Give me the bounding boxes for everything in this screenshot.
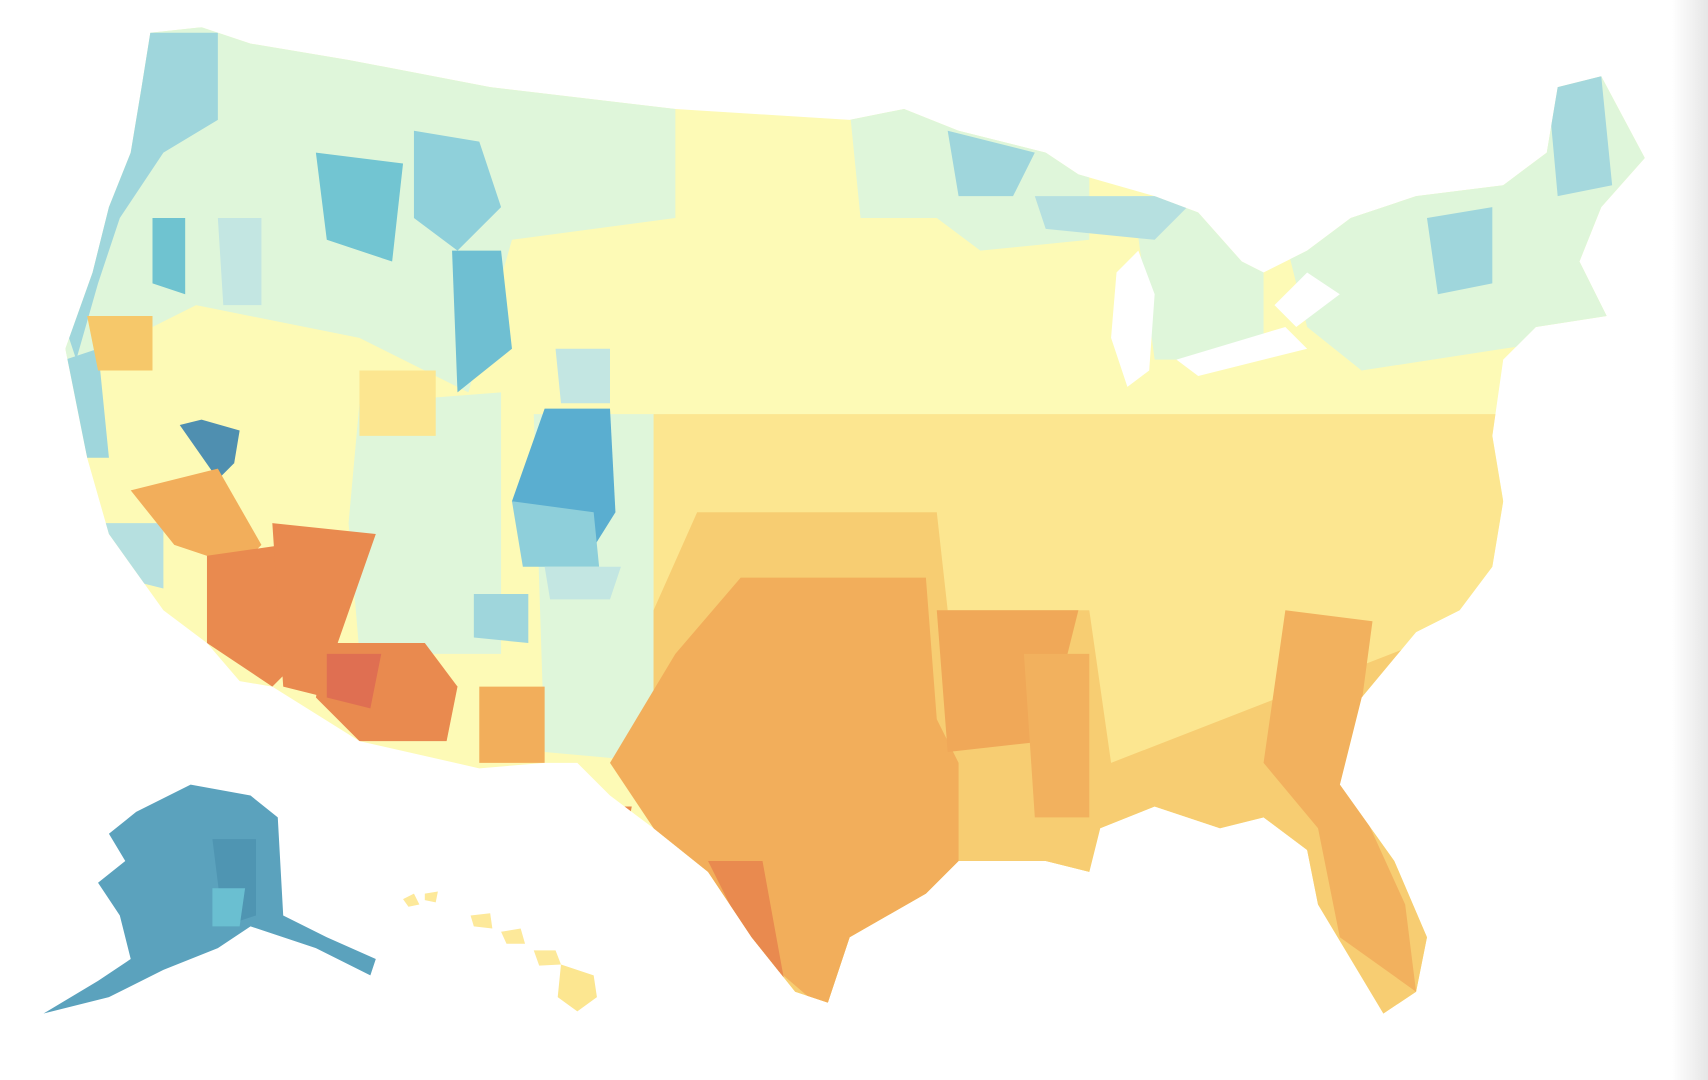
scroll-edge xyxy=(1672,0,1708,1080)
hawaii xyxy=(470,913,493,929)
alaska xyxy=(43,784,376,1014)
region xyxy=(544,566,621,600)
hawaii xyxy=(403,893,420,907)
region xyxy=(1426,207,1493,295)
lake xyxy=(1111,250,1155,387)
region xyxy=(152,217,186,295)
hawaii xyxy=(533,950,561,966)
region xyxy=(1263,610,1417,992)
region xyxy=(452,250,512,393)
region xyxy=(65,348,109,458)
region xyxy=(272,523,376,698)
region xyxy=(511,501,600,567)
lake xyxy=(1176,326,1308,376)
region xyxy=(212,888,246,927)
hawaii xyxy=(424,891,438,903)
region xyxy=(473,593,529,643)
region xyxy=(326,653,382,709)
region xyxy=(479,686,545,763)
region xyxy=(413,130,502,251)
region xyxy=(348,392,502,654)
hawaii xyxy=(501,928,526,944)
region xyxy=(359,370,436,436)
region xyxy=(555,348,610,404)
region xyxy=(217,217,262,306)
region xyxy=(708,860,785,981)
region xyxy=(610,577,959,1014)
region xyxy=(1034,196,1199,240)
region xyxy=(315,152,404,262)
region xyxy=(947,130,1035,197)
region xyxy=(130,468,262,567)
hawaii xyxy=(557,964,597,1012)
lake xyxy=(1274,272,1340,327)
region xyxy=(1023,653,1090,818)
region xyxy=(87,316,153,371)
region xyxy=(1546,76,1613,197)
region xyxy=(179,419,240,480)
